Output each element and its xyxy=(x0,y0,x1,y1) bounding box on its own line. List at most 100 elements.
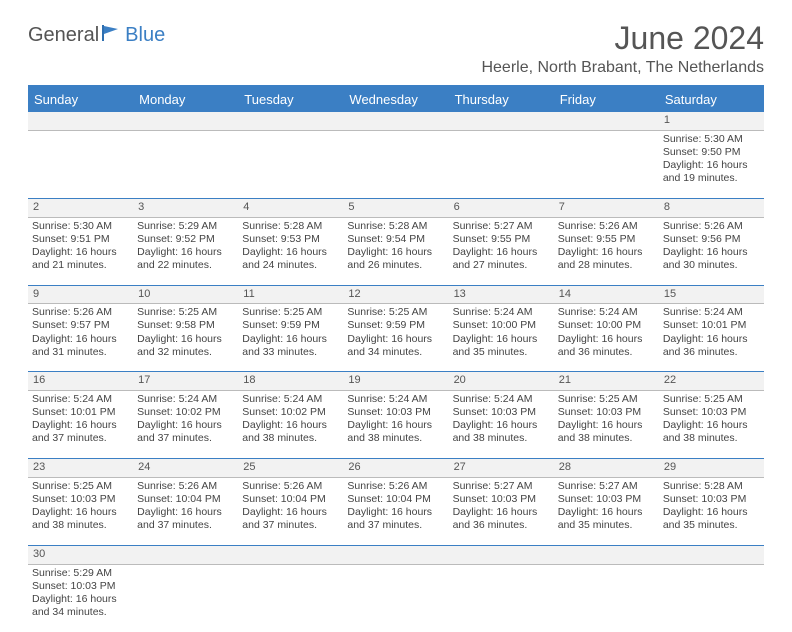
day-cell: Sunrise: 5:24 AMSunset: 10:01 PMDaylight… xyxy=(28,391,133,459)
week-row: Sunrise: 5:29 AMSunset: 10:03 PMDaylight… xyxy=(28,564,764,632)
day-cell: Sunrise: 5:26 AMSunset: 9:57 PMDaylight:… xyxy=(28,304,133,372)
day-cell: Sunrise: 5:26 AMSunset: 9:56 PMDaylight:… xyxy=(659,217,764,285)
daynum-row: 1 xyxy=(28,112,764,130)
logo-text-blue: Blue xyxy=(125,24,165,47)
week-row: Sunrise: 5:30 AMSunset: 9:50 PMDaylight:… xyxy=(28,130,764,198)
day-number-cell xyxy=(238,545,343,564)
day-cell: Sunrise: 5:25 AMSunset: 10:03 PMDaylight… xyxy=(28,477,133,545)
day-number-cell: 11 xyxy=(238,285,343,304)
day-number-cell xyxy=(554,545,659,564)
day-cell xyxy=(554,564,659,632)
day-cell xyxy=(238,564,343,632)
daynum-row: 30 xyxy=(28,545,764,564)
day-number-cell xyxy=(133,545,238,564)
day-number-cell: 4 xyxy=(238,198,343,217)
daynum-row: 16171819202122 xyxy=(28,372,764,391)
day-number-cell: 1 xyxy=(659,112,764,130)
day-number-cell: 10 xyxy=(133,285,238,304)
day-cell: Sunrise: 5:28 AMSunset: 10:03 PMDaylight… xyxy=(659,477,764,545)
day-cell: Sunrise: 5:29 AMSunset: 10:03 PMDaylight… xyxy=(28,564,133,632)
day-cell xyxy=(343,130,448,198)
day-number-cell: 28 xyxy=(554,459,659,478)
day-number-cell xyxy=(449,545,554,564)
day-cell xyxy=(554,130,659,198)
week-row: Sunrise: 5:25 AMSunset: 10:03 PMDaylight… xyxy=(28,477,764,545)
location-subtitle: Heerle, North Brabant, The Netherlands xyxy=(481,59,764,77)
day-cell: Sunrise: 5:27 AMSunset: 10:03 PMDaylight… xyxy=(449,477,554,545)
day-number-cell: 22 xyxy=(659,372,764,391)
day-number-cell: 5 xyxy=(343,198,448,217)
day-cell xyxy=(449,564,554,632)
day-number-cell: 2 xyxy=(28,198,133,217)
week-row: Sunrise: 5:24 AMSunset: 10:01 PMDaylight… xyxy=(28,391,764,459)
day-cell: Sunrise: 5:24 AMSunset: 10:01 PMDaylight… xyxy=(659,304,764,372)
page-header: General Blue June 2024 Heerle, North Bra… xyxy=(28,20,764,77)
day-number-cell: 13 xyxy=(449,285,554,304)
day-cell: Sunrise: 5:24 AMSunset: 10:00 PMDaylight… xyxy=(554,304,659,372)
weekday-header: Friday xyxy=(554,87,659,112)
day-cell xyxy=(449,130,554,198)
day-number-cell: 12 xyxy=(343,285,448,304)
day-number-cell: 18 xyxy=(238,372,343,391)
day-number-cell: 8 xyxy=(659,198,764,217)
day-cell: Sunrise: 5:24 AMSunset: 10:03 PMDaylight… xyxy=(343,391,448,459)
day-number-cell: 24 xyxy=(133,459,238,478)
day-cell: Sunrise: 5:29 AMSunset: 9:52 PMDaylight:… xyxy=(133,217,238,285)
day-number-cell: 25 xyxy=(238,459,343,478)
day-number-cell: 14 xyxy=(554,285,659,304)
day-cell: Sunrise: 5:24 AMSunset: 10:03 PMDaylight… xyxy=(449,391,554,459)
weekday-header: Monday xyxy=(133,87,238,112)
day-cell: Sunrise: 5:30 AMSunset: 9:50 PMDaylight:… xyxy=(659,130,764,198)
day-number-cell: 6 xyxy=(449,198,554,217)
day-cell: Sunrise: 5:25 AMSunset: 9:58 PMDaylight:… xyxy=(133,304,238,372)
calendar-body: 1 Sunrise: 5:30 AMSunset: 9:50 PMDayligh… xyxy=(28,112,764,632)
daynum-row: 23242526272829 xyxy=(28,459,764,478)
day-number-cell: 17 xyxy=(133,372,238,391)
calendar-table: SundayMondayTuesdayWednesdayThursdayFrid… xyxy=(28,87,764,632)
day-number-cell: 26 xyxy=(343,459,448,478)
day-number-cell xyxy=(133,112,238,130)
day-cell: Sunrise: 5:26 AMSunset: 10:04 PMDaylight… xyxy=(343,477,448,545)
day-number-cell: 27 xyxy=(449,459,554,478)
day-number-cell xyxy=(554,112,659,130)
day-number-cell xyxy=(238,112,343,130)
day-cell: Sunrise: 5:25 AMSunset: 10:03 PMDaylight… xyxy=(659,391,764,459)
day-cell: Sunrise: 5:26 AMSunset: 10:04 PMDaylight… xyxy=(238,477,343,545)
day-number-cell: 15 xyxy=(659,285,764,304)
day-cell: Sunrise: 5:24 AMSunset: 10:00 PMDaylight… xyxy=(449,304,554,372)
day-number-cell: 23 xyxy=(28,459,133,478)
weekday-header: Saturday xyxy=(659,87,764,112)
day-number-cell: 19 xyxy=(343,372,448,391)
day-cell: Sunrise: 5:25 AMSunset: 10:03 PMDaylight… xyxy=(554,391,659,459)
day-number-cell xyxy=(343,545,448,564)
weekday-header: Sunday xyxy=(28,87,133,112)
logo-text-general: General xyxy=(28,24,99,47)
day-number-cell: 30 xyxy=(28,545,133,564)
day-number-cell xyxy=(28,112,133,130)
daynum-row: 2345678 xyxy=(28,198,764,217)
day-cell: Sunrise: 5:25 AMSunset: 9:59 PMDaylight:… xyxy=(343,304,448,372)
day-cell: Sunrise: 5:28 AMSunset: 9:54 PMDaylight:… xyxy=(343,217,448,285)
day-cell xyxy=(659,564,764,632)
weekday-header: Wednesday xyxy=(343,87,448,112)
day-cell: Sunrise: 5:30 AMSunset: 9:51 PMDaylight:… xyxy=(28,217,133,285)
day-cell: Sunrise: 5:25 AMSunset: 9:59 PMDaylight:… xyxy=(238,304,343,372)
day-number-cell: 29 xyxy=(659,459,764,478)
day-cell xyxy=(343,564,448,632)
weekday-header: Thursday xyxy=(449,87,554,112)
day-number-cell: 9 xyxy=(28,285,133,304)
day-number-cell: 3 xyxy=(133,198,238,217)
day-cell xyxy=(133,130,238,198)
day-number-cell: 21 xyxy=(554,372,659,391)
day-number-cell: 7 xyxy=(554,198,659,217)
day-number-cell xyxy=(449,112,554,130)
weekday-header-row: SundayMondayTuesdayWednesdayThursdayFrid… xyxy=(28,87,764,112)
day-number-cell: 16 xyxy=(28,372,133,391)
week-row: Sunrise: 5:26 AMSunset: 9:57 PMDaylight:… xyxy=(28,304,764,372)
day-number-cell: 20 xyxy=(449,372,554,391)
day-cell: Sunrise: 5:24 AMSunset: 10:02 PMDaylight… xyxy=(238,391,343,459)
logo: General Blue xyxy=(28,24,165,47)
flag-icon xyxy=(101,24,123,47)
day-cell xyxy=(28,130,133,198)
day-cell xyxy=(238,130,343,198)
